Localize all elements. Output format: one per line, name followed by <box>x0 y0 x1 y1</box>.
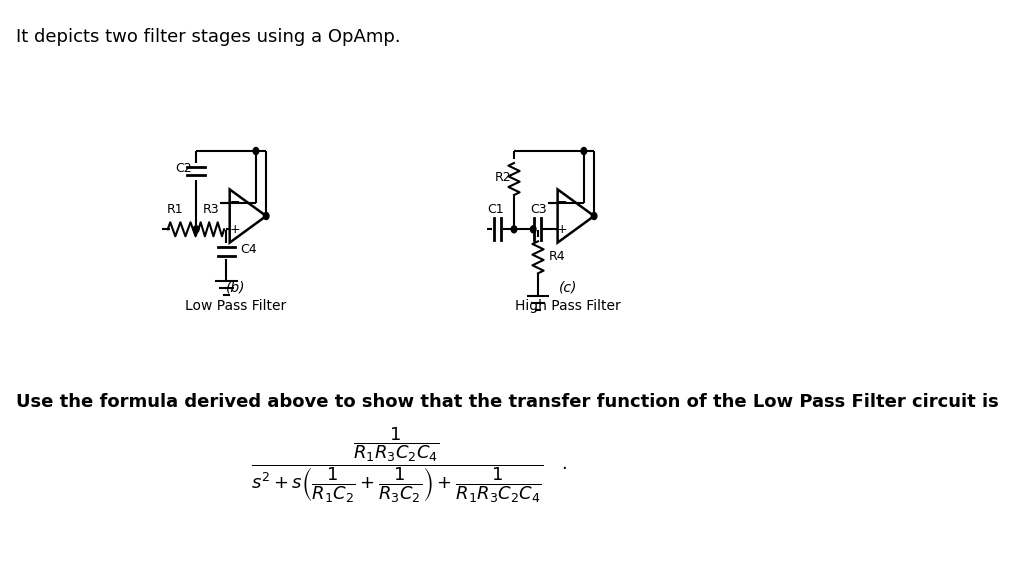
Text: +: + <box>229 223 240 236</box>
Text: C4: C4 <box>240 243 257 256</box>
Text: C1: C1 <box>487 203 505 217</box>
Text: $\dfrac{\dfrac{1}{R_1 R_3 C_2 C_4}}{s^2 + s\left(\dfrac{1}{R_1 C_2} + \dfrac{1}{: $\dfrac{\dfrac{1}{R_1 R_3 C_2 C_4}}{s^2 … <box>252 426 567 505</box>
Text: Low Pass Filter: Low Pass Filter <box>185 299 287 313</box>
Text: +: + <box>557 223 567 236</box>
Circle shape <box>591 213 597 219</box>
Text: Use the formula derived above to show that the transfer function of the Low Pass: Use the formula derived above to show th… <box>16 393 999 411</box>
Text: C3: C3 <box>530 203 547 217</box>
Circle shape <box>253 148 259 154</box>
Text: High Pass Filter: High Pass Filter <box>515 299 621 313</box>
Text: It depicts two filter stages using a OpAmp.: It depicts two filter stages using a OpA… <box>16 28 401 46</box>
Text: (b): (b) <box>226 281 246 295</box>
Text: R1: R1 <box>167 203 183 217</box>
Text: R4: R4 <box>549 250 566 263</box>
Circle shape <box>511 226 517 233</box>
Circle shape <box>263 213 269 219</box>
Text: R3: R3 <box>203 203 219 217</box>
Circle shape <box>194 226 199 233</box>
Text: C2: C2 <box>175 163 191 176</box>
Text: −: − <box>229 196 240 209</box>
Circle shape <box>581 148 587 154</box>
Text: R2: R2 <box>495 172 511 185</box>
Text: −: − <box>557 196 567 209</box>
Text: (c): (c) <box>559 281 578 295</box>
Circle shape <box>530 226 536 233</box>
